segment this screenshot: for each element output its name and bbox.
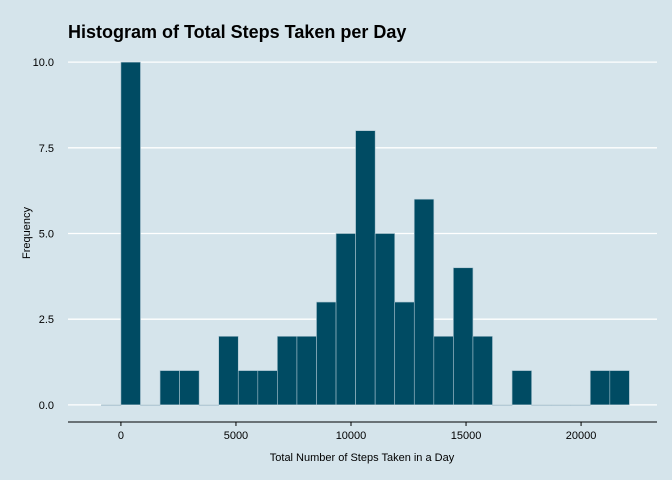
- chart-title: Histogram of Total Steps Taken per Day: [68, 22, 406, 42]
- histogram-bar: [335, 233, 356, 406]
- histogram-bar: [296, 336, 317, 406]
- histogram-bar: [316, 301, 337, 406]
- histogram-bar: [120, 61, 141, 406]
- histogram-bar: [277, 336, 298, 406]
- histogram-bar: [140, 404, 161, 406]
- histogram-bar: [101, 404, 122, 406]
- x-axis-label: Total Number of Steps Taken in a Day: [270, 452, 455, 464]
- histogram-bar: [257, 370, 278, 406]
- x-tick-label: 0: [118, 430, 124, 442]
- histogram-bar: [531, 404, 552, 406]
- x-tick-label: 10000: [336, 430, 367, 442]
- histogram-bar: [179, 370, 200, 406]
- bars: [101, 61, 630, 406]
- x-tick-label: 20000: [566, 430, 597, 442]
- histogram-bar: [550, 404, 572, 406]
- y-tick-label: 0.0: [39, 400, 54, 412]
- y-tick-label: 2.5: [39, 314, 54, 326]
- histogram-bar: [237, 370, 259, 406]
- y-axis-ticks: 0.0 2.5 5.0 7.5 10.0: [33, 57, 54, 412]
- x-axis-ticks: 0 5000 10000 15000 20000: [118, 422, 597, 442]
- histogram-bar: [453, 267, 474, 406]
- histogram-bar: [433, 336, 454, 406]
- histogram-bar: [511, 370, 532, 406]
- x-tick-label: 5000: [224, 430, 248, 442]
- y-tick-label: 10.0: [33, 57, 54, 69]
- x-tick-label: 15000: [451, 430, 482, 442]
- histogram-bar: [355, 130, 376, 406]
- histogram-bar: [198, 404, 220, 406]
- histogram-bar: [492, 404, 513, 406]
- histogram-bar: [218, 336, 239, 406]
- histogram-bar: [159, 370, 180, 406]
- histogram-bar: [609, 370, 630, 406]
- y-axis-label: Frequency: [21, 207, 33, 259]
- histogram-bar: [472, 336, 493, 406]
- histogram-bar: [374, 233, 396, 406]
- histogram-bar: [413, 198, 435, 406]
- y-tick-label: 5.0: [39, 229, 54, 241]
- y-tick-label: 7.5: [39, 143, 54, 155]
- histogram-bar: [570, 404, 591, 406]
- histogram-bar: [589, 370, 611, 406]
- histogram-bar: [394, 301, 415, 406]
